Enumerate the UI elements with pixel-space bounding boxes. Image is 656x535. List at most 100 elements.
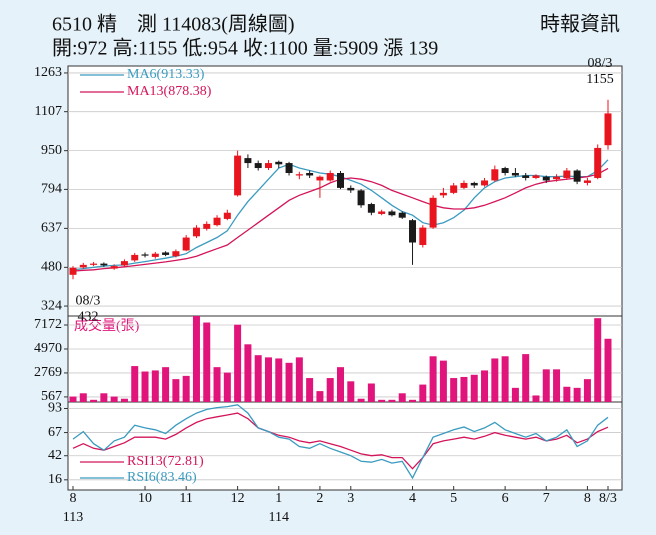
candle-body xyxy=(398,212,406,218)
volume-bar xyxy=(264,357,272,402)
candle-body xyxy=(213,217,221,226)
candle-body xyxy=(429,197,437,228)
y-tick-label: 4970 xyxy=(34,341,62,356)
y-tick-label: 950 xyxy=(41,143,62,158)
candle-body xyxy=(388,211,396,216)
volume-bar xyxy=(254,355,262,402)
volume-bar xyxy=(192,316,200,402)
x-tick-label: 11 xyxy=(179,491,192,506)
candle-body xyxy=(470,182,478,186)
candle-body xyxy=(511,173,519,176)
x-tick-label: 8 xyxy=(584,491,591,506)
volume-bar xyxy=(501,356,509,402)
candle-body xyxy=(275,161,283,165)
legend-label: RSI6(83.46) xyxy=(127,470,197,485)
volume-bar xyxy=(470,374,478,402)
candle-body xyxy=(491,169,499,181)
volume-bar xyxy=(511,387,519,402)
volume-bar xyxy=(182,375,190,402)
candle-body xyxy=(357,190,365,206)
candle-body xyxy=(460,182,468,188)
candle-body xyxy=(264,163,272,169)
candle-body xyxy=(450,185,458,193)
candle-body xyxy=(594,147,602,178)
candle-body xyxy=(79,264,87,268)
volume-bar xyxy=(203,322,211,402)
volume-bar xyxy=(367,383,375,402)
candle-body xyxy=(306,173,314,176)
volume-bar xyxy=(295,357,303,402)
candle-body xyxy=(522,175,530,178)
x-tick-label: 1 xyxy=(275,491,282,506)
candle-body xyxy=(347,187,355,191)
y-tick-label: 324 xyxy=(41,298,62,313)
volume-bar xyxy=(429,356,437,402)
volume-bar xyxy=(347,381,355,402)
volume-bar xyxy=(316,391,324,402)
quote: 開:972 高:1155 低:954 收:1100 量:5909 漲 139 xyxy=(52,37,438,60)
volume-bar xyxy=(162,367,170,402)
y-tick-label: 67 xyxy=(48,425,62,440)
volume-bar xyxy=(481,370,489,402)
x-tick-label: 3 xyxy=(347,491,354,506)
y-tick-label: 1107 xyxy=(35,104,62,119)
candle-body xyxy=(120,261,128,266)
volume-bar xyxy=(172,379,180,402)
volume-bar xyxy=(450,378,458,402)
candle-body xyxy=(367,204,375,213)
candle-body xyxy=(563,170,571,178)
volume-bar xyxy=(213,367,221,402)
volume-bar xyxy=(553,369,561,402)
x-tick-label: 12 xyxy=(231,491,245,506)
volume-bar xyxy=(131,366,139,402)
x-tick-label: 2 xyxy=(316,491,323,506)
rsi-line xyxy=(72,412,609,470)
volume-bar xyxy=(398,393,406,402)
volume-bar xyxy=(439,360,447,402)
volume-bar xyxy=(69,396,77,402)
volume-bar xyxy=(532,395,540,402)
candle-body xyxy=(604,113,612,146)
candle-body xyxy=(90,263,98,265)
volume-bar xyxy=(275,358,283,402)
volume-title: 成交量(張) xyxy=(74,317,140,334)
volume-bar xyxy=(419,384,427,402)
year-label: 113 xyxy=(63,510,83,525)
volume-bar xyxy=(285,362,293,402)
volume-bar xyxy=(100,393,108,402)
rsi-line xyxy=(72,404,609,480)
candle-body xyxy=(141,254,149,256)
candle-body xyxy=(110,266,118,269)
volume-bar xyxy=(110,396,118,402)
volume-bar xyxy=(306,378,314,402)
candle-body xyxy=(542,176,550,181)
y-tick-label: 16 xyxy=(48,472,62,487)
volume-bar xyxy=(337,367,344,402)
candle-body xyxy=(192,227,200,237)
y-tick-label: 42 xyxy=(48,448,62,463)
volume-bar xyxy=(90,399,98,402)
volume-bar xyxy=(141,371,149,402)
legend-label: MA6(913.33) xyxy=(127,67,205,82)
candle-body xyxy=(203,223,211,229)
candle-body xyxy=(532,175,540,178)
candle-body xyxy=(162,252,170,255)
candle-body xyxy=(439,192,447,196)
year-label: 114 xyxy=(269,510,289,525)
candle-body xyxy=(326,173,334,181)
candle-body xyxy=(182,237,190,251)
candle-body xyxy=(501,168,509,174)
candle-body xyxy=(223,212,231,219)
volume-bar xyxy=(460,376,468,402)
candle-body xyxy=(69,267,77,275)
x-tick-label: 8/3 xyxy=(599,491,617,506)
candle-body xyxy=(553,176,561,180)
candle-body xyxy=(254,163,262,169)
low-date: 08/3 xyxy=(76,293,101,308)
x-tick-label: 4 xyxy=(409,491,416,506)
candle-body xyxy=(285,163,293,174)
volume-bar xyxy=(604,338,612,402)
low-value: 432 xyxy=(78,309,99,324)
volume-bar xyxy=(326,378,334,402)
